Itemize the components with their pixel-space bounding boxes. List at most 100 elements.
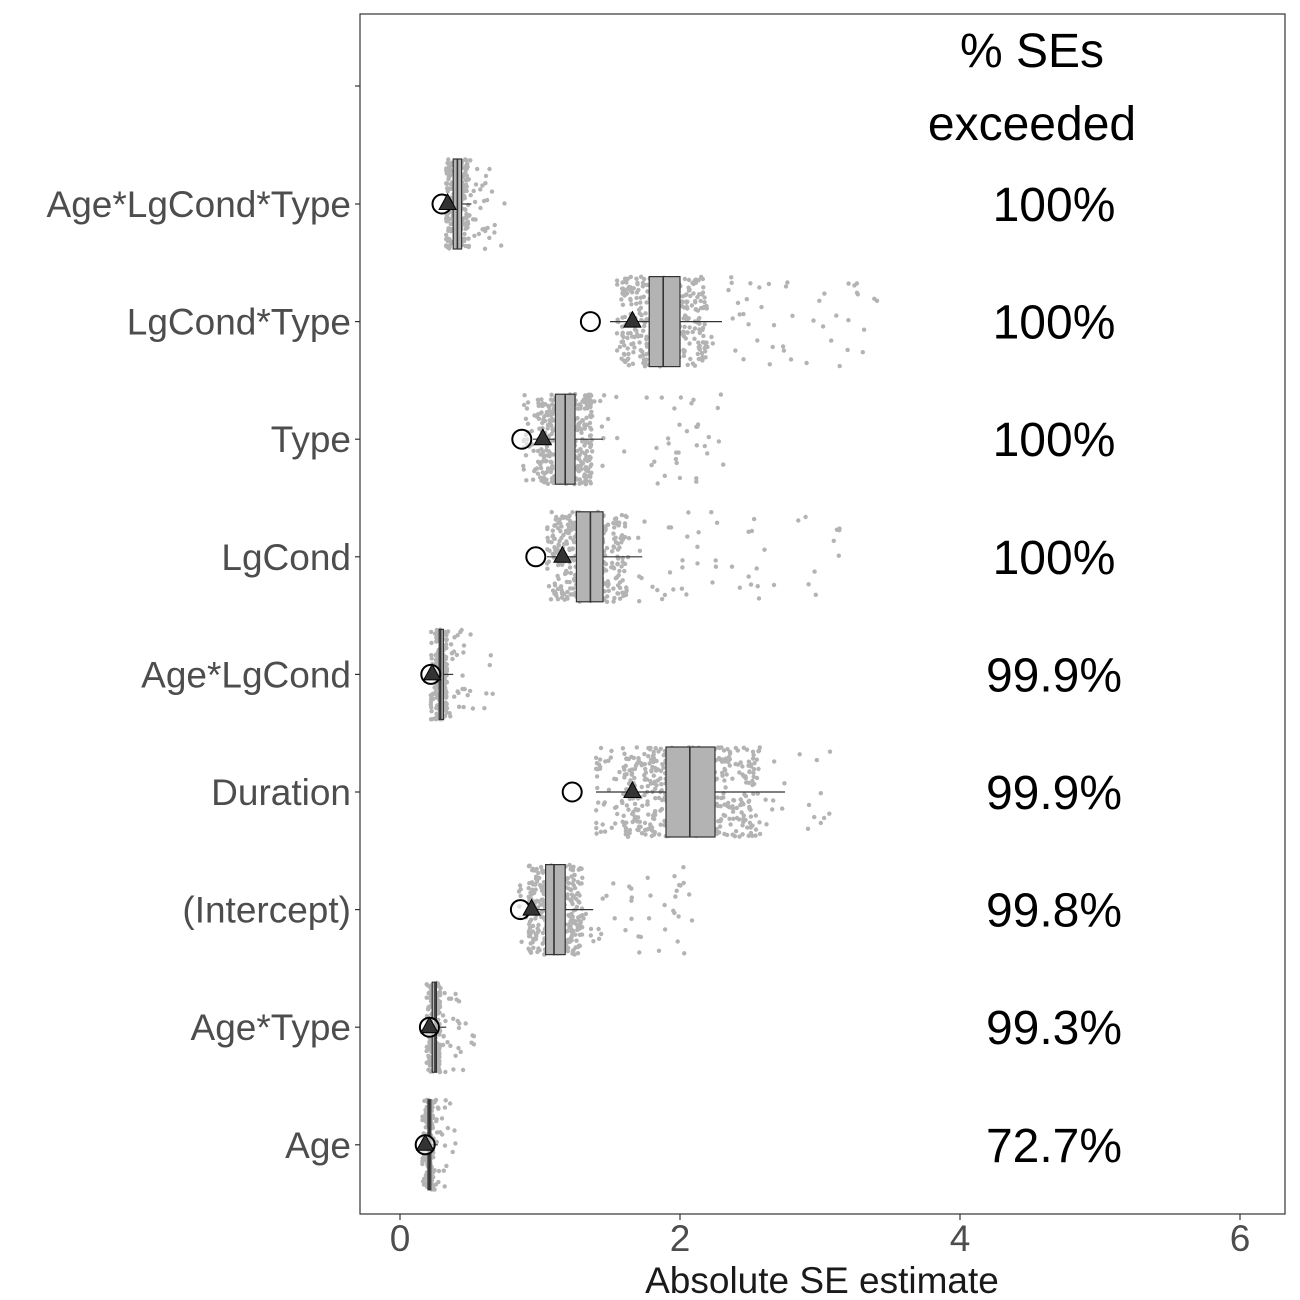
jitter-point <box>516 889 522 894</box>
jitter-point <box>550 466 555 471</box>
jitter-point <box>756 766 761 772</box>
jitter-point <box>644 395 649 400</box>
jitter-point <box>630 334 635 339</box>
jitter-point <box>567 862 572 868</box>
jitter-point <box>437 1032 442 1037</box>
jitter-point <box>709 334 714 340</box>
circle-marker <box>579 311 601 333</box>
jitter-point <box>609 549 615 554</box>
jitter-point <box>654 783 659 788</box>
jitter-point <box>611 881 616 886</box>
jitter-point <box>456 690 461 696</box>
jitter-point <box>747 806 752 811</box>
jitter-point <box>556 521 561 526</box>
jitter-point <box>727 763 732 768</box>
jitter-point <box>643 770 649 775</box>
jitter-point <box>764 822 769 827</box>
jitter-point <box>640 353 646 358</box>
jitter-point <box>552 523 557 528</box>
jitter-point <box>538 864 544 870</box>
jitter-point <box>539 447 544 452</box>
jitter-point <box>716 439 722 444</box>
jitter-point <box>584 415 589 420</box>
jitter-point <box>546 539 551 544</box>
jitter-point <box>424 995 429 1000</box>
jitter-point <box>600 822 605 827</box>
jitter-point <box>746 529 751 534</box>
jitter-point <box>674 450 679 455</box>
jitter-point <box>429 629 434 635</box>
jitter-point <box>448 642 454 647</box>
jitter-point <box>540 459 545 464</box>
jitter-point <box>465 221 470 227</box>
jitter-point <box>569 527 575 532</box>
jitter-point <box>757 820 762 825</box>
jitter-point <box>635 332 640 337</box>
jitter-point <box>806 582 811 587</box>
jitter-point <box>487 662 492 668</box>
jitter-point <box>438 1130 443 1135</box>
jitter-point <box>666 525 671 530</box>
x-tick-label: 4 <box>950 1218 971 1259</box>
jitter-point <box>599 931 604 937</box>
jitter-point <box>626 363 631 368</box>
jitter-point <box>740 764 745 769</box>
jitter-point <box>612 805 618 810</box>
jitter-point <box>619 798 625 804</box>
jitter-point <box>579 459 584 465</box>
jitter-point <box>428 693 433 698</box>
jitter-point <box>638 761 644 766</box>
jitter-point <box>428 717 434 722</box>
jitter-point <box>629 772 634 777</box>
jitter-point <box>674 888 679 893</box>
jitter-point <box>555 586 561 592</box>
jitter-point <box>648 893 653 898</box>
jitter-point <box>719 745 724 750</box>
jitter-point <box>574 904 580 910</box>
jitter-point <box>575 416 580 421</box>
y-tick-label: (Intercept) <box>182 890 351 931</box>
jitter-point <box>625 335 630 341</box>
jitter-point <box>620 746 626 751</box>
jitter-point <box>456 1025 462 1031</box>
jitter-point <box>626 807 631 812</box>
jitter-point <box>452 694 457 699</box>
jitter-point <box>829 338 834 343</box>
jitter-point <box>604 599 610 604</box>
jitter-point <box>570 901 575 907</box>
pct-exceeded-label: 99.9% <box>986 649 1122 702</box>
jitter-point <box>539 885 544 890</box>
jitter-point <box>718 804 723 809</box>
jitter-point <box>608 755 613 760</box>
jitter-point <box>545 422 551 428</box>
triangle-marker <box>623 310 642 328</box>
y-axis: Age*LgCond*Type LgCond*Type Type LgCond Age*… <box>47 85 360 1166</box>
jitter-point <box>718 392 724 397</box>
jitter-point <box>615 435 620 441</box>
jitter-point <box>615 583 621 588</box>
jitter-point <box>703 343 709 348</box>
jitter-point <box>525 421 531 426</box>
jitter-point <box>634 745 639 750</box>
jitter-point <box>861 327 867 332</box>
jitter-point <box>782 781 787 786</box>
jitter-point <box>615 282 620 287</box>
jitter-point <box>613 540 619 545</box>
jitter-point <box>540 941 545 946</box>
jitter-point <box>489 189 495 194</box>
jitter-point <box>817 298 822 303</box>
jitter-point <box>594 831 599 836</box>
jitter-point <box>697 330 702 336</box>
jitter-point <box>646 916 652 921</box>
pct-exceeded-label: 72.7% <box>986 1120 1122 1173</box>
jitter-point <box>621 791 626 797</box>
jitter-point <box>470 706 476 711</box>
jitter-point <box>771 798 776 803</box>
jitter-point <box>568 535 573 540</box>
jitter-point <box>754 757 759 762</box>
jitter-point <box>459 627 464 633</box>
jitter-point <box>538 465 544 471</box>
jitter-point <box>796 518 801 523</box>
jitter-point <box>556 576 561 582</box>
jitter-point <box>433 715 438 721</box>
